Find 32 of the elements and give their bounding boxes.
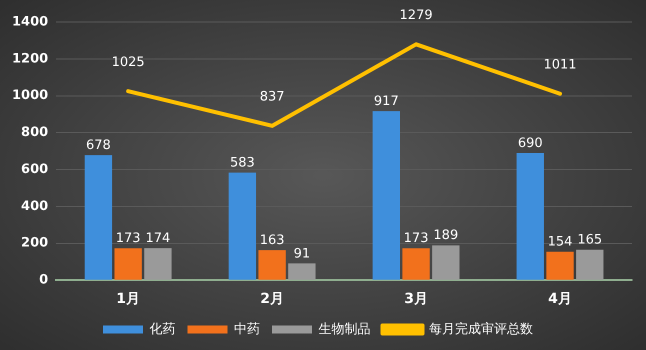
data-label: 173 (116, 231, 141, 246)
legend-label: 中药 (234, 322, 260, 337)
y-tick-label: 200 (21, 236, 48, 251)
y-tick-label: 0 (39, 272, 48, 288)
y-tick-label: 800 (21, 125, 48, 140)
x-tick-label: 4月 (548, 291, 572, 308)
data-label: 1025 (112, 55, 145, 70)
data-label: 678 (86, 138, 111, 154)
data-label: 91 (294, 246, 310, 262)
y-tick-label: 400 (21, 198, 48, 214)
data-label: 189 (433, 228, 458, 244)
y-tick-label: 1200 (12, 51, 48, 66)
x-tick-label: 2月 (260, 291, 284, 308)
x-tick-label: 3月 (404, 291, 428, 308)
legend-label: 生物制品 (318, 322, 370, 337)
data-label: 917 (374, 94, 399, 109)
data-label: 583 (230, 156, 255, 171)
x-tick-label: 1月 (116, 291, 140, 308)
data-label: 837 (260, 90, 285, 105)
data-label: 154 (548, 234, 572, 250)
data-label: 173 (404, 231, 428, 246)
data-label: 174 (145, 230, 170, 246)
data-label: 690 (518, 136, 543, 151)
data-label: 1279 (400, 8, 433, 24)
legend-label: 化药 (150, 322, 176, 337)
y-tick-label: 1000 (12, 88, 48, 104)
data-label: 1011 (543, 58, 577, 73)
y-tick-label: 600 (21, 162, 48, 177)
y-tick-label: 1400 (12, 14, 48, 30)
legend-label: 每月完成审评总数 (429, 320, 533, 337)
data-label: 165 (577, 232, 602, 248)
data-label: 163 (260, 233, 285, 248)
